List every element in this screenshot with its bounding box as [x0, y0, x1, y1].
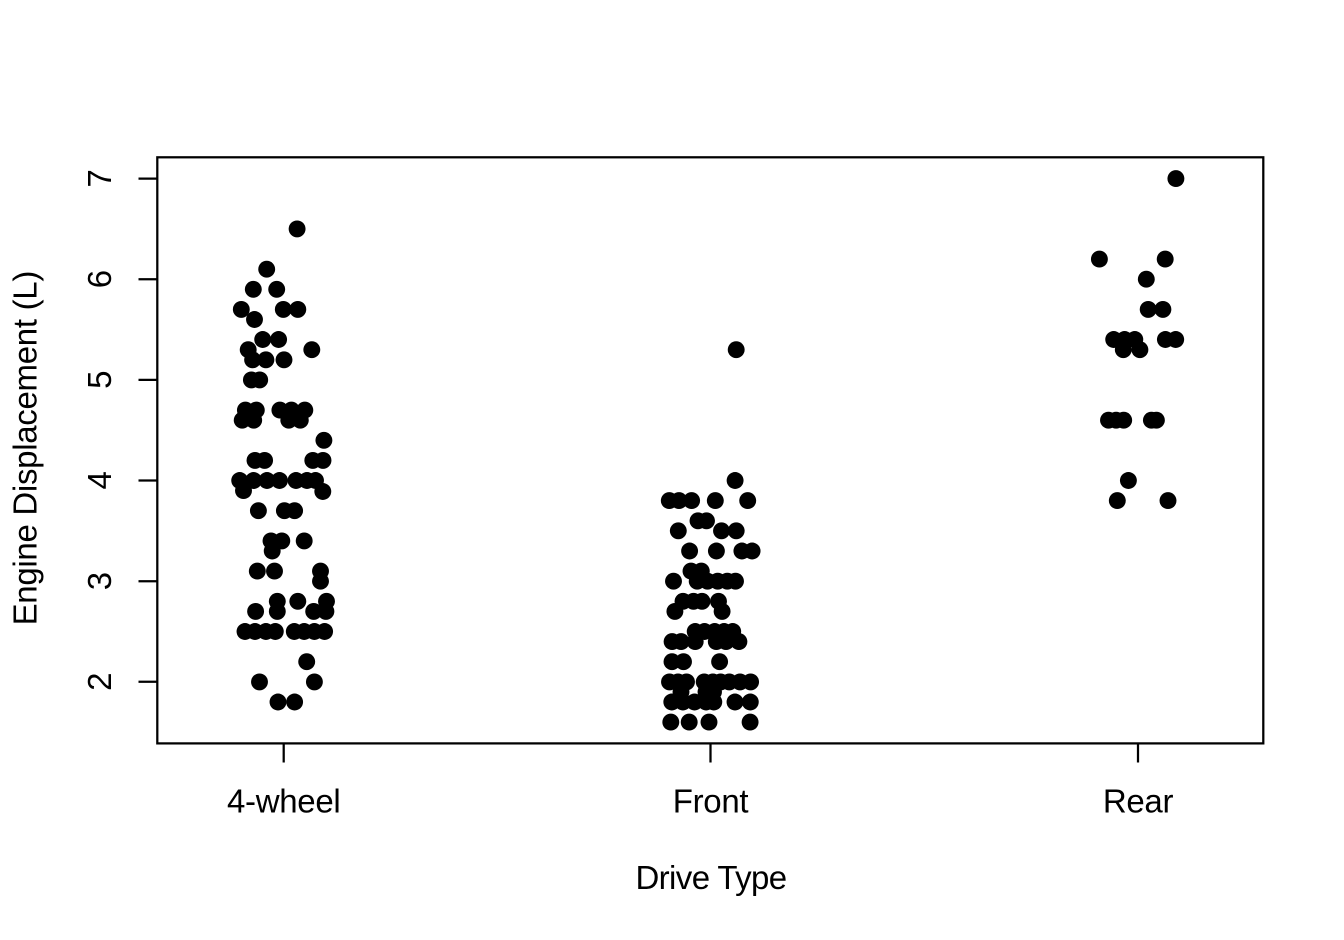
svg-text:3: 3 [81, 572, 118, 590]
svg-text:4: 4 [81, 471, 118, 489]
svg-text:7: 7 [81, 170, 118, 188]
svg-text:Rear: Rear [1103, 783, 1174, 820]
svg-text:4-wheel: 4-wheel [227, 783, 340, 820]
svg-text:Drive Type: Drive Type [635, 859, 786, 896]
svg-text:2: 2 [81, 673, 118, 691]
svg-text:Front: Front [673, 783, 749, 820]
svg-text:Engine Displacement (L): Engine Displacement (L) [7, 271, 44, 625]
svg-text:6: 6 [81, 270, 118, 288]
svg-text:5: 5 [81, 371, 118, 389]
